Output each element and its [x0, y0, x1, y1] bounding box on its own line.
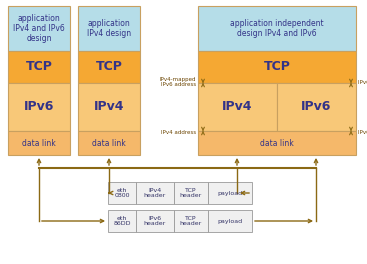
Text: IPv6
header: IPv6 header [144, 216, 166, 226]
Bar [8, 6, 70, 51]
Bar [8, 83, 70, 131]
Text: application
IPv4 and IPv6
design: application IPv4 and IPv6 design [13, 14, 65, 43]
Bar [78, 83, 140, 131]
Text: IPv4: IPv4 [222, 101, 253, 114]
Text: eth
86DD: eth 86DD [113, 216, 131, 226]
Text: application
IPv4 design: application IPv4 design [87, 19, 131, 38]
Bar [198, 83, 277, 131]
Bar [208, 182, 252, 204]
Bar [78, 6, 140, 51]
Bar [136, 182, 174, 204]
Bar [174, 182, 208, 204]
Bar [108, 182, 136, 204]
Text: IPv6: IPv6 [24, 101, 54, 114]
Bar [108, 210, 136, 232]
Bar [277, 83, 356, 131]
Text: eth
0800: eth 0800 [114, 188, 130, 198]
Bar [198, 51, 356, 83]
Bar [8, 131, 70, 155]
Text: IPv4 address: IPv4 address [161, 130, 196, 134]
Text: TCP: TCP [26, 60, 52, 73]
Text: payload: payload [217, 191, 243, 196]
Text: application independent
design IPv4 and IPv6: application independent design IPv4 and … [230, 19, 324, 38]
Text: TCP
header: TCP header [180, 216, 202, 226]
Bar [136, 210, 174, 232]
Bar [198, 131, 356, 155]
Bar [78, 51, 140, 83]
Bar [174, 210, 208, 232]
Text: TCP: TCP [95, 60, 123, 73]
Text: TCP: TCP [264, 60, 290, 73]
Text: IPv4
header: IPv4 header [144, 188, 166, 198]
Text: IPv4: IPv4 [94, 101, 124, 114]
Text: IPv6: IPv6 [301, 101, 332, 114]
Text: data link: data link [22, 139, 56, 148]
Text: data link: data link [260, 139, 294, 148]
Text: IPv6 address: IPv6 address [358, 79, 367, 84]
Bar [198, 6, 356, 51]
Text: IPv6 address: IPv6 address [358, 130, 367, 134]
Bar [8, 51, 70, 83]
Text: data link: data link [92, 139, 126, 148]
Bar [208, 210, 252, 232]
Text: TCP
header: TCP header [180, 188, 202, 198]
Bar [78, 131, 140, 155]
Text: IPv4-mapped
IPv6 address: IPv4-mapped IPv6 address [160, 77, 196, 87]
Text: payload: payload [217, 219, 243, 224]
